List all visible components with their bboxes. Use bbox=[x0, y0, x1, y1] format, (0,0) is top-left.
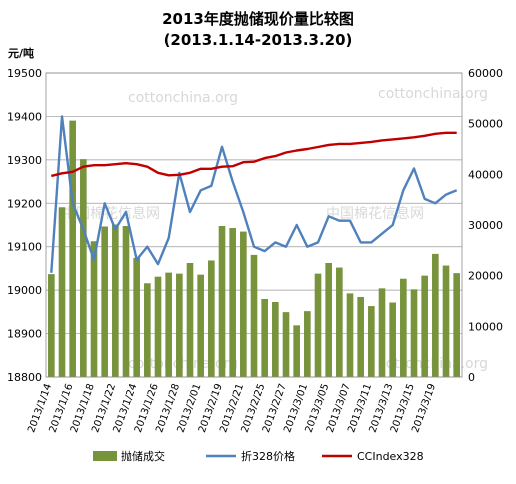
bar bbox=[112, 224, 119, 377]
watermark-1: cottonchina.org bbox=[128, 90, 238, 106]
bar bbox=[346, 293, 354, 377]
plot-frame bbox=[45, 72, 463, 378]
left-axis-unit: 元/吨 bbox=[8, 46, 34, 60]
left-tick-label: 19200 bbox=[7, 197, 42, 210]
bar bbox=[453, 273, 460, 377]
lines-layer bbox=[50, 115, 458, 273]
left-tick-label: 19000 bbox=[7, 284, 42, 297]
left-tick-label: 19300 bbox=[7, 154, 42, 167]
bar bbox=[368, 306, 375, 377]
bar bbox=[432, 253, 439, 377]
bar bbox=[208, 260, 215, 377]
bar bbox=[69, 120, 76, 378]
bar bbox=[400, 278, 407, 377]
bar bbox=[186, 263, 194, 377]
left-tick-label: 18800 bbox=[7, 371, 42, 384]
chart-title: 2013年度抛储现价量比较图 bbox=[162, 10, 354, 28]
legend-label: 抛储成交 bbox=[121, 449, 165, 463]
bar bbox=[304, 311, 311, 377]
bar bbox=[80, 159, 87, 377]
bar bbox=[176, 273, 183, 377]
bar bbox=[261, 298, 268, 377]
left-tick-label: 18900 bbox=[7, 328, 42, 341]
watermark-2: cottonchina.org bbox=[378, 86, 488, 102]
bar bbox=[250, 254, 258, 377]
bar bbox=[442, 265, 450, 377]
bar bbox=[389, 302, 396, 377]
left-tick-label: 19400 bbox=[7, 110, 42, 123]
left-tick-label: 19100 bbox=[7, 241, 42, 254]
bar bbox=[58, 207, 66, 377]
bar bbox=[357, 296, 364, 377]
bar bbox=[122, 226, 130, 377]
right-tick-label: 10000 bbox=[468, 320, 503, 333]
bar bbox=[293, 325, 300, 377]
right-tick-label: 0 bbox=[468, 371, 475, 384]
bar bbox=[314, 273, 322, 377]
legend-label: CCIndex328 bbox=[357, 450, 424, 463]
bar bbox=[144, 283, 151, 377]
bar bbox=[336, 267, 343, 377]
bar bbox=[421, 275, 428, 377]
bar bbox=[272, 302, 279, 377]
right-tick-label: 30000 bbox=[468, 219, 503, 232]
price-328-line bbox=[50, 115, 458, 273]
bar bbox=[197, 274, 204, 377]
left-tick-label: 19500 bbox=[7, 67, 42, 80]
bar bbox=[240, 231, 247, 377]
bar bbox=[90, 241, 98, 377]
right-tick-label: 60000 bbox=[468, 67, 503, 80]
bar bbox=[48, 274, 55, 377]
right-tick-label: 20000 bbox=[468, 270, 503, 283]
watermark-4: 中国棉花信息网 bbox=[326, 205, 424, 222]
bars-layer bbox=[48, 120, 460, 378]
bar bbox=[101, 226, 108, 377]
bar bbox=[410, 289, 418, 377]
chart-subtitle: (2013.1.14-2013.3.20) bbox=[164, 31, 353, 49]
bar bbox=[325, 263, 332, 377]
right-tick-label: 40000 bbox=[468, 168, 503, 181]
ccindex-328-line bbox=[51, 131, 457, 178]
bar bbox=[133, 257, 140, 377]
bar bbox=[378, 288, 386, 377]
bar bbox=[229, 228, 236, 377]
legend: 抛储成交 折328价格 CCIndex328 bbox=[93, 449, 424, 463]
bar bbox=[282, 312, 290, 377]
bar bbox=[165, 272, 172, 377]
legend-swatch-bar bbox=[93, 451, 117, 461]
right-tick-label: 50000 bbox=[468, 118, 503, 131]
bar bbox=[218, 226, 226, 377]
bar bbox=[154, 276, 162, 377]
legend-label: 折328价格 bbox=[241, 449, 295, 463]
